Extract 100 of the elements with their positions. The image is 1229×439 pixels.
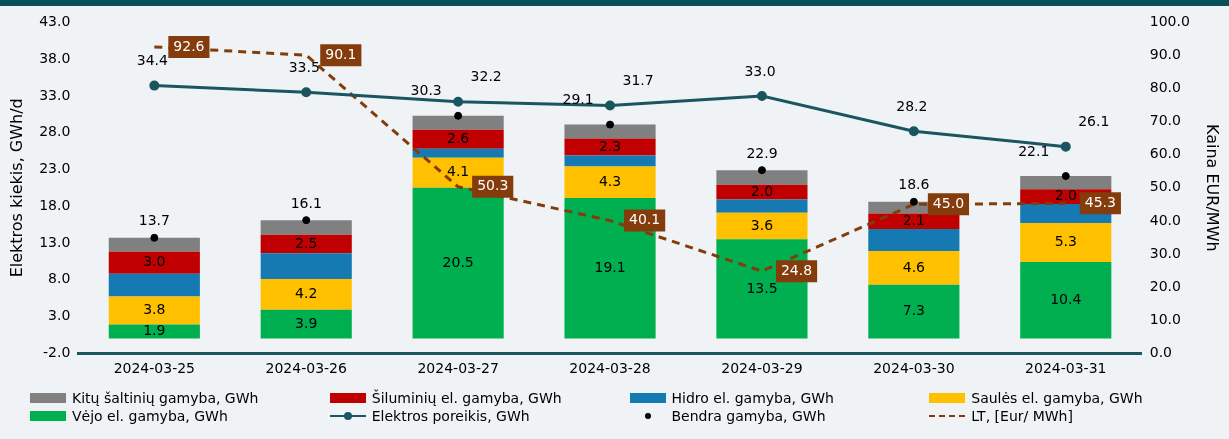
- y-tick-label: 33.0: [39, 86, 71, 103]
- data-label: 28.2: [896, 97, 928, 114]
- data-label: 32.2: [470, 68, 502, 85]
- bar: [716, 199, 808, 213]
- data-label: 92.6: [173, 37, 205, 54]
- bar: [564, 124, 656, 139]
- y2-tick-label: 10.0: [1149, 310, 1181, 327]
- bar: [108, 251, 200, 274]
- bar: [412, 148, 504, 158]
- point: [605, 100, 616, 111]
- data-label: 33.5: [288, 58, 320, 75]
- data-label: 29.1: [562, 91, 594, 108]
- y2-tick-label: 90.0: [1149, 46, 1181, 63]
- data-label: 7.3: [902, 302, 925, 319]
- point: [454, 111, 463, 120]
- y2-tick-label: 20.0: [1149, 277, 1181, 294]
- data-label: 90.1: [325, 45, 357, 62]
- bar: [260, 278, 352, 310]
- bar: [868, 251, 960, 285]
- y-tick-label: 3.0: [48, 307, 71, 324]
- legend-label: Saulės el. gamyba, GWh: [971, 390, 1143, 406]
- point: [908, 126, 919, 137]
- data-label: 50.3: [477, 177, 509, 194]
- y-tick-label: 43.0: [39, 13, 71, 30]
- data-label: 4.3: [598, 172, 622, 189]
- point: [1061, 172, 1070, 181]
- data-label: 24.8: [780, 261, 813, 278]
- data-label: 1.9: [143, 322, 166, 339]
- point: [606, 120, 615, 129]
- bar: [868, 284, 960, 339]
- x-tick-label: 2024-03-27: [417, 360, 499, 377]
- data-label: 4.6: [902, 258, 926, 275]
- y2-tick-label: 60.0: [1149, 145, 1181, 162]
- bar: [412, 115, 504, 130]
- bar: [1020, 262, 1112, 339]
- bar: [868, 228, 960, 252]
- data-label: 26.1: [1078, 113, 1110, 130]
- point: [1060, 141, 1071, 152]
- point: [149, 80, 160, 91]
- data-label: 4.1: [447, 163, 470, 180]
- x-tick-label: 2024-03-31: [1025, 360, 1107, 377]
- data-label: 2.6: [447, 129, 470, 146]
- bar: [260, 253, 352, 279]
- bar: [412, 129, 504, 149]
- point: [756, 90, 767, 101]
- x-tick-label: 2024-03-30: [873, 360, 955, 377]
- point: [453, 96, 464, 107]
- bar: [564, 155, 656, 167]
- data-label: 34.4: [136, 52, 168, 69]
- x-tick-label: 2024-03-28: [569, 360, 651, 377]
- legend-label: Kitų šaltinių gamyba, GWh: [72, 390, 259, 406]
- y2-tick-label: 100.0: [1149, 13, 1190, 30]
- y-tick-label: 23.0: [39, 160, 71, 177]
- data-label: 18.6: [898, 176, 930, 193]
- bar: [564, 166, 656, 199]
- bar: [260, 309, 352, 339]
- bar: [716, 212, 808, 240]
- point: [301, 87, 312, 98]
- data-label: 16.1: [290, 194, 322, 211]
- bar: [108, 296, 200, 325]
- y-tick-label: 28.0: [39, 123, 71, 140]
- legend-label: LT, [Eur/ MWh]: [971, 408, 1073, 424]
- x-tick-label: 2024-03-25: [113, 360, 196, 377]
- y-axis-title: Elektros kiekis, GWh/d: [6, 98, 26, 278]
- data-label: 10.4: [1050, 290, 1082, 307]
- bar: [716, 170, 808, 185]
- bar: [1020, 223, 1112, 263]
- bar: [260, 234, 352, 254]
- bar: [260, 220, 352, 235]
- data-label: 33.0: [744, 62, 776, 79]
- bar: [108, 237, 200, 252]
- y-tick-label: 13.0: [39, 233, 71, 250]
- data-label: 2.0: [750, 182, 774, 199]
- data-label: 5.3: [1054, 233, 1077, 250]
- legend-label: Elektros poreikis, GWh: [371, 408, 530, 424]
- y-tick-label: 38.0: [39, 49, 71, 66]
- data-label: 4.2: [295, 285, 318, 302]
- data-label: 45.0: [932, 194, 965, 211]
- legend-label: Hidro el. gamyba, GWh: [671, 390, 834, 406]
- data-label: 22.9: [746, 144, 778, 161]
- y2-tick-label: 30.0: [1149, 244, 1181, 261]
- data-label: 20.5: [442, 253, 474, 270]
- data-label: 3.8: [143, 301, 166, 318]
- data-label: 3.9: [295, 314, 318, 331]
- data-label: 19.1: [594, 258, 626, 275]
- data-label: 31.7: [622, 72, 654, 89]
- legend-label: Bendra gamyba, GWh: [671, 408, 826, 424]
- data-label: 13.5: [746, 279, 778, 296]
- y2-tick-label: 80.0: [1149, 79, 1181, 96]
- bar: [716, 184, 808, 200]
- point: [909, 197, 918, 206]
- bar: [108, 273, 200, 297]
- y2-tick-label: 50.0: [1149, 178, 1181, 195]
- x-tick-label: 2024-03-26: [265, 360, 347, 377]
- data-label: 2.3: [598, 137, 622, 154]
- y2-tick-label: 40.0: [1149, 211, 1181, 228]
- data-label: 3.6: [750, 216, 774, 233]
- data-label: 2.0: [1054, 187, 1077, 204]
- y2-tick-label: 70.0: [1149, 112, 1181, 129]
- data-label: 30.3: [410, 82, 442, 99]
